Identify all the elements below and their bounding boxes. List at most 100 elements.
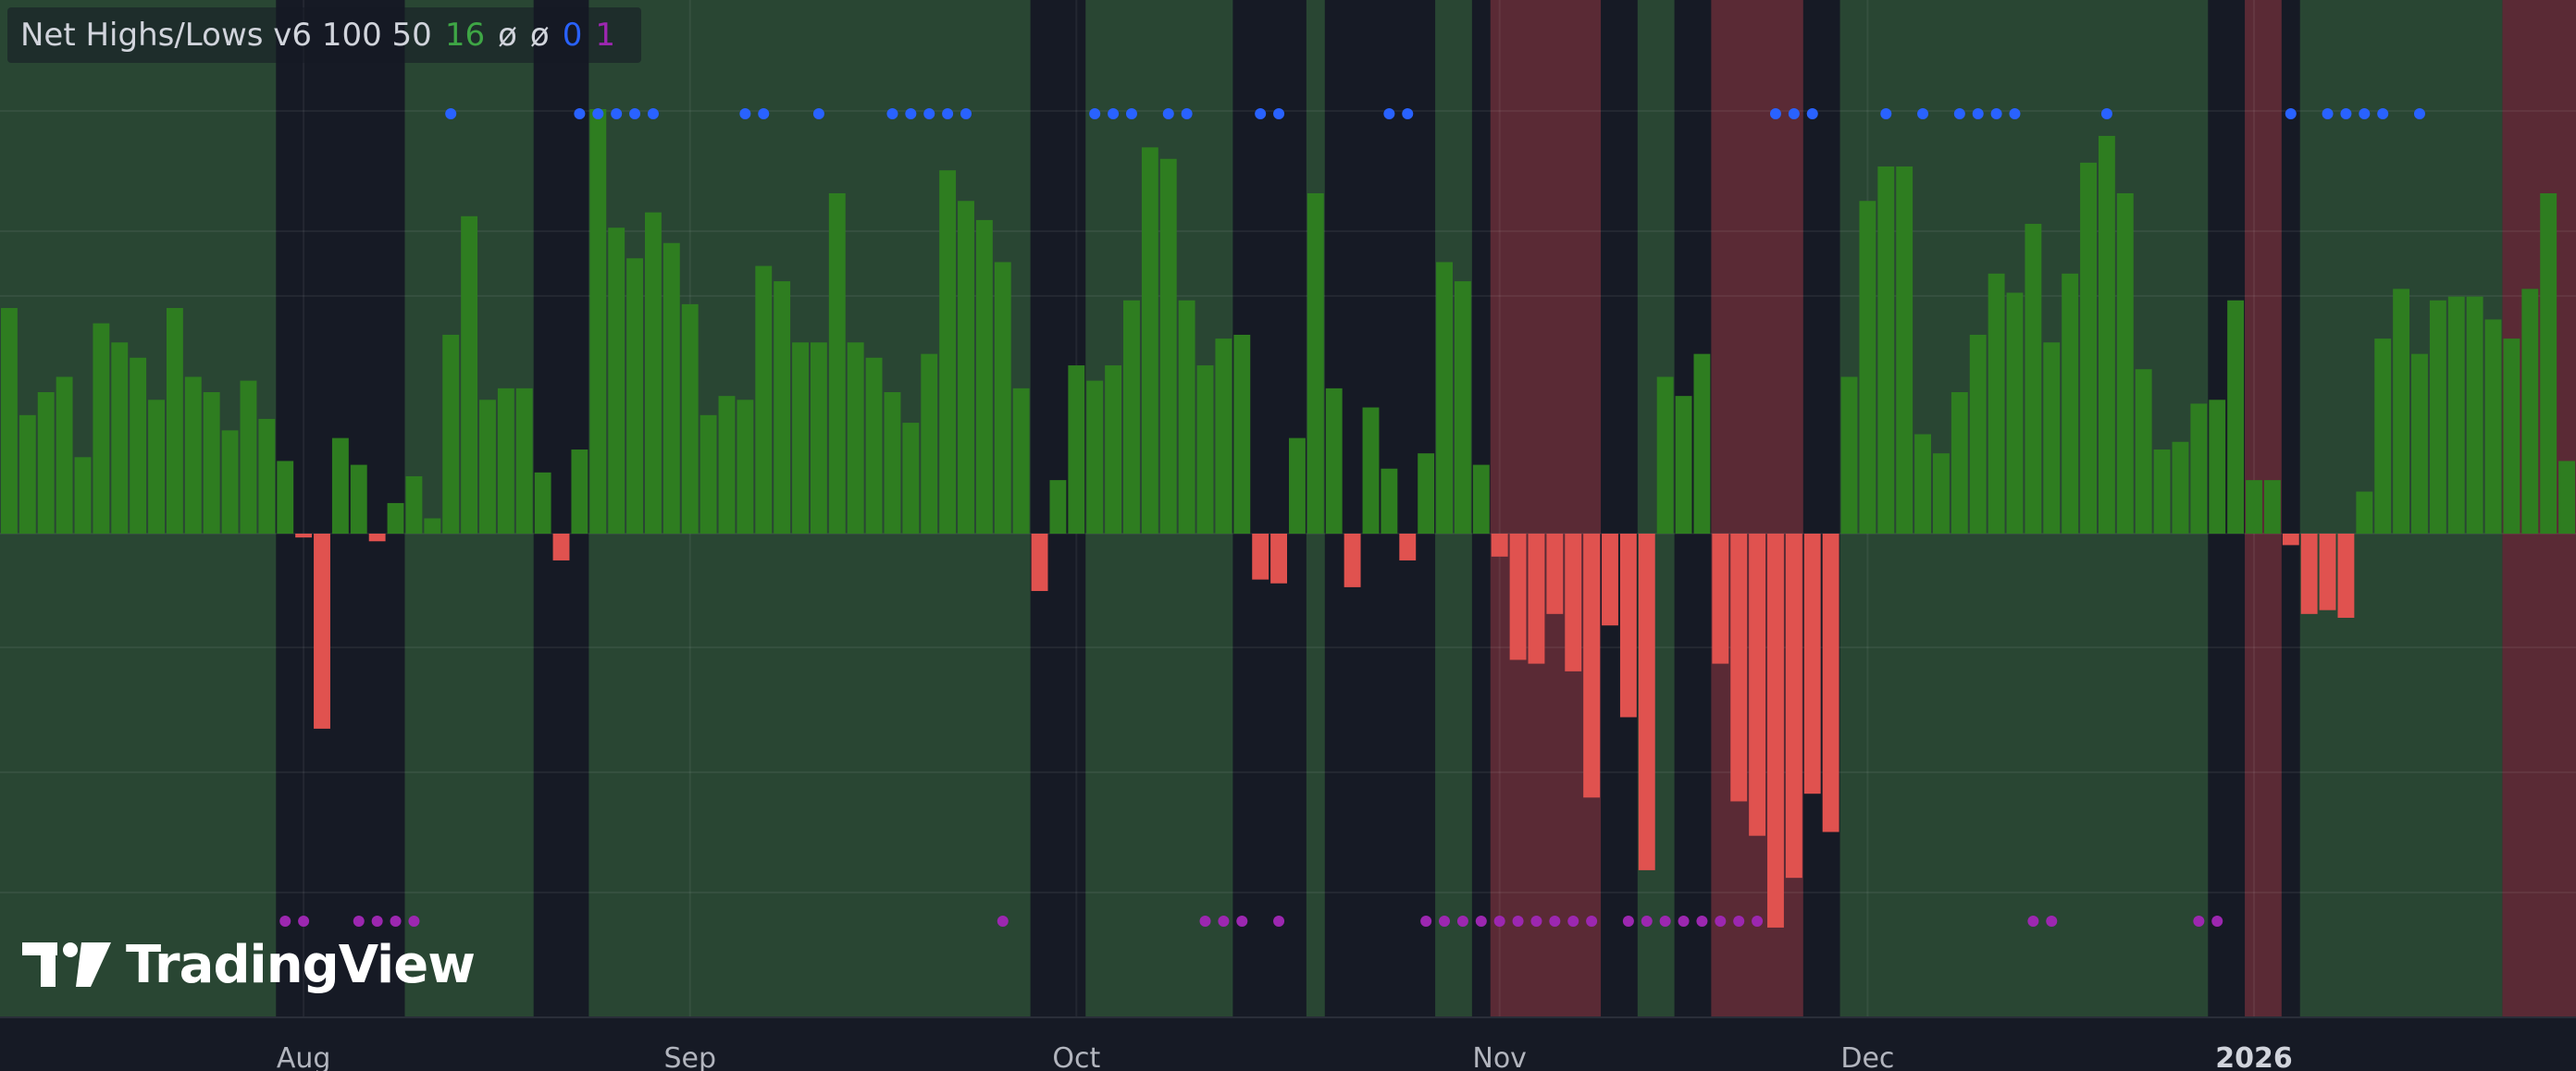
tradingview-logo-icon <box>22 942 111 987</box>
net-high-bar <box>2227 300 2245 534</box>
new-low-marker <box>353 916 365 927</box>
net-high-bar <box>1325 388 1343 534</box>
indicator-value-net: 16 <box>444 17 486 54</box>
net-low-bar <box>552 534 570 560</box>
new-low-marker <box>1236 916 1248 927</box>
net-high-bar <box>2153 449 2171 534</box>
net-high-bar <box>515 388 533 534</box>
new-low-marker <box>1549 916 1561 927</box>
net-low-bar <box>1602 534 1618 626</box>
new-high-marker <box>647 108 659 119</box>
new-low-marker <box>1752 916 1764 927</box>
net-high-bar <box>1362 407 1380 534</box>
new-high-marker <box>758 108 770 119</box>
net-high-bar <box>718 396 736 534</box>
new-low-marker <box>1696 916 1708 927</box>
net-high-bar <box>2374 339 2392 534</box>
net-high-bar <box>2043 342 2061 534</box>
net-high-bar <box>828 192 846 535</box>
net-low-bar <box>1344 534 1361 587</box>
net-high-bar <box>442 334 460 534</box>
net-high-bar <box>2025 224 2042 534</box>
net-high-bar <box>1381 468 1398 534</box>
indicator-value-2: ø <box>498 17 517 54</box>
new-high-marker <box>592 108 604 119</box>
new-low-marker <box>1493 916 1505 927</box>
new-high-marker <box>1953 108 1965 119</box>
new-high-marker <box>2285 108 2297 119</box>
new-high-marker <box>886 108 898 119</box>
net-high-bar <box>2411 353 2428 534</box>
net-high-bar <box>810 342 827 534</box>
net-low-bar <box>314 534 330 729</box>
indicator-value-3: ø <box>529 17 550 54</box>
net-high-bar <box>2062 273 2079 534</box>
x-tick-label: Dec <box>1840 1042 1894 1071</box>
net-high-bar <box>2503 339 2520 534</box>
net-high-bar <box>774 281 791 534</box>
new-high-marker <box>960 108 972 119</box>
net-high-bar <box>74 457 92 534</box>
net-high-bar <box>700 414 717 534</box>
net-low-bar <box>1583 534 1601 798</box>
new-low-marker <box>1622 916 1634 927</box>
net-low-bar <box>1252 534 1269 580</box>
new-high-marker <box>739 108 751 119</box>
net-high-bar <box>461 215 478 534</box>
new-high-marker <box>905 108 917 119</box>
net-high-bar <box>2080 162 2097 534</box>
net-high-bar <box>737 400 754 534</box>
net-high-bar <box>2209 400 2226 534</box>
net-high-bar <box>1656 376 1674 534</box>
x-tick-label: Oct <box>1052 1042 1100 1071</box>
net-high-bar <box>1141 147 1158 534</box>
net-high-bar <box>1969 334 1987 534</box>
net-high-bar <box>2447 296 2465 534</box>
net-high-bar <box>663 242 680 534</box>
net-high-bar <box>1049 480 1067 534</box>
net-high-bar <box>277 461 294 534</box>
new-low-marker <box>1512 916 1524 927</box>
new-low-marker <box>1420 916 1432 927</box>
net-high-bar <box>184 376 202 534</box>
new-low-marker <box>1678 916 1690 927</box>
net-high-bar <box>405 475 423 534</box>
new-low-marker <box>1530 916 1542 927</box>
new-high-marker <box>1089 108 1101 119</box>
net-high-bar <box>240 380 257 534</box>
new-low-marker <box>2046 916 2058 927</box>
new-low-marker <box>2211 916 2223 927</box>
new-high-marker <box>2009 108 2021 119</box>
net-high-bar <box>1307 192 1324 535</box>
net-low-bar <box>1509 534 1527 660</box>
net-high-bar <box>387 502 404 534</box>
new-high-marker <box>2359 108 2371 119</box>
new-low-marker <box>1733 916 1745 927</box>
net-high-bar <box>1472 464 1490 534</box>
net-low-bar <box>1546 534 1564 614</box>
bullish-regime-band <box>1839 0 2209 1017</box>
net-high-bar <box>2098 135 2115 534</box>
net-high-bar <box>424 518 441 534</box>
net-high-bar <box>2116 192 2134 535</box>
net-high-bar <box>1914 434 1931 534</box>
bullish-regime-band <box>588 0 1031 1017</box>
new-high-marker <box>1181 108 1193 119</box>
net-high-bar <box>2466 296 2483 534</box>
new-high-marker <box>1255 108 1267 119</box>
net-high-bar <box>1877 166 1895 534</box>
indicator-name: Net Highs/Lows v6 100 50 <box>20 17 432 54</box>
new-low-marker <box>1586 916 1598 927</box>
new-low-marker <box>1439 916 1451 927</box>
indicator-value-highs: 0 <box>562 17 583 54</box>
new-high-marker <box>1273 108 1285 119</box>
indicator-legend[interactable]: Net Highs/Lows v6 100 50 16 ø ø 0 1 <box>7 7 641 63</box>
new-low-marker <box>1218 916 1230 927</box>
net-high-bar <box>1896 166 1913 534</box>
new-high-marker <box>445 108 457 119</box>
net-high-bar <box>93 323 110 534</box>
tradingview-watermark: TradingView <box>22 932 476 997</box>
new-high-marker <box>2413 108 2425 119</box>
net-high-bar <box>1123 300 1140 534</box>
